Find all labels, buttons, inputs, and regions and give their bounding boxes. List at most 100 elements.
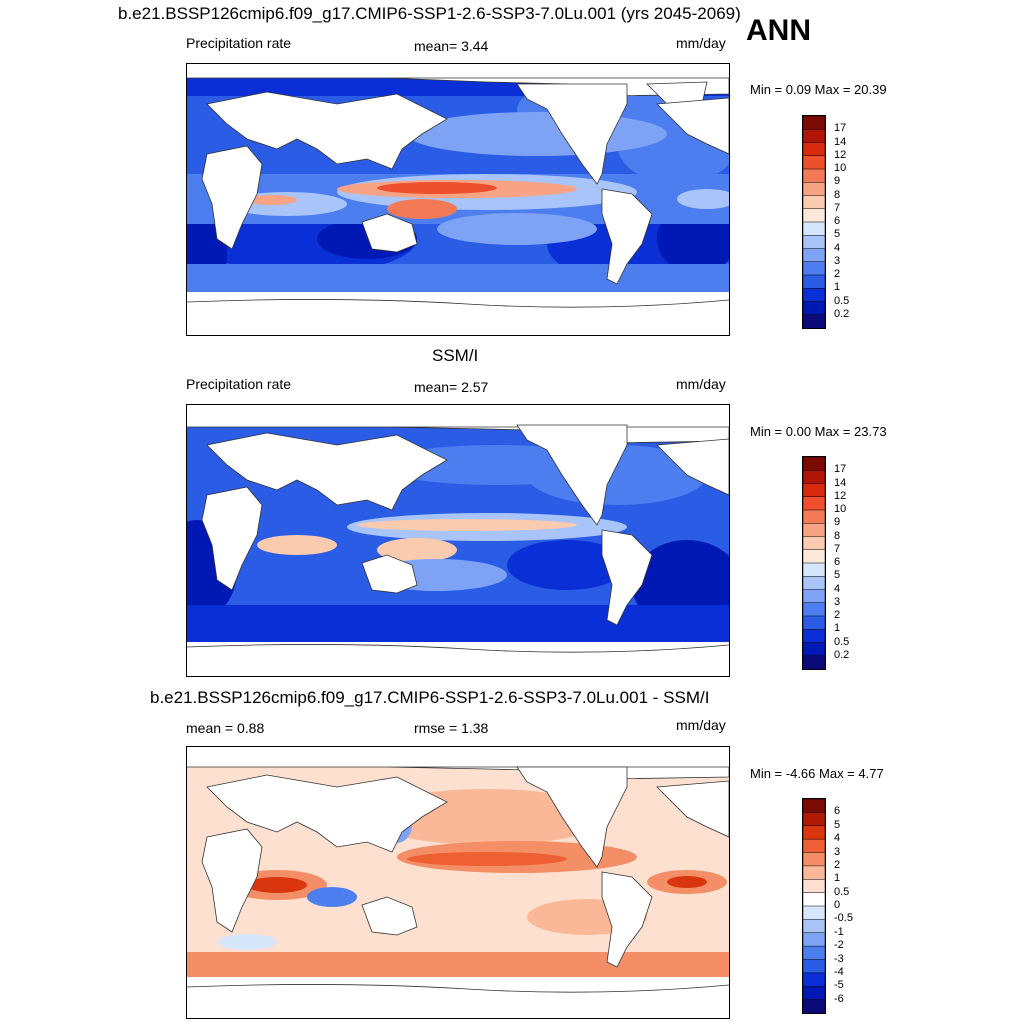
colorbar-tick-label: 7 (834, 542, 841, 555)
panel2-mean-label: mean= 2.57 (414, 379, 489, 395)
colorbar-swatch (803, 576, 825, 591)
colorbar-tick-label: 1 (834, 622, 841, 635)
colorbar-swatch (803, 999, 825, 1013)
colorbar-swatch (803, 261, 825, 276)
colorbar-swatch (803, 142, 825, 157)
colorbar-swatch (803, 655, 825, 669)
colorbar-swatch (803, 301, 825, 316)
panel3-units-label: mm/day (676, 717, 726, 733)
panel3-map (186, 746, 730, 1019)
colorbar-swatch (803, 483, 825, 498)
colorbar-tick-label: 14 (834, 476, 847, 489)
colorbar-tick-label: 3 (834, 595, 841, 608)
colorbar-swatch (803, 589, 825, 604)
colorbar-tick-label: 0.2 (834, 307, 850, 320)
colorbar-tick-label: -3 (834, 952, 844, 965)
colorbar-tick-label: -5 (834, 979, 844, 992)
colorbar-swatch (803, 182, 825, 197)
colorbar-swatch (803, 825, 825, 840)
colorbar-swatch (803, 562, 825, 577)
panel3-mean-label: mean = 0.88 (186, 720, 265, 736)
panel3-title: b.e21.BSSP126cmip6.f09_g17.CMIP6-SSP1-2.… (150, 688, 710, 707)
colorbar-swatch (803, 470, 825, 485)
colorbar-tick-label: 0.5 (834, 885, 850, 898)
colorbar-swatch (803, 852, 825, 867)
panel2-map (186, 404, 730, 677)
colorbar-swatch (803, 799, 825, 814)
colorbar-swatch (803, 116, 825, 130)
panel1-units-label: mm/day (676, 35, 726, 51)
colorbar-tick-label: 9 (834, 516, 841, 529)
colorbar-swatch (803, 892, 825, 907)
colorbar-tick-label: 2 (834, 858, 841, 871)
colorbar-tick-label: 0.5 (834, 635, 850, 648)
colorbar-swatch (803, 549, 825, 564)
panel1-map (186, 63, 730, 336)
colorbar-swatch (803, 457, 825, 471)
colorbar-swatch (803, 642, 825, 657)
colorbar-tick-label: 0.5 (834, 294, 850, 307)
colorbar-tick-label: 2 (834, 268, 841, 280)
colorbar-tick-label: 10 (834, 503, 847, 515)
colorbar-swatch (803, 208, 825, 223)
colorbar-swatch (803, 838, 825, 854)
colorbar-swatch (803, 629, 825, 644)
colorbar-tick-label: 1 (834, 872, 841, 885)
colorbar-tick-label: 6 (834, 805, 841, 818)
panel1-title: b.e21.BSSP126cmip6.f09_g17.CMIP6-SSP1-2.… (118, 4, 741, 23)
colorbar-swatch (803, 221, 825, 236)
colorbar-swatch (803, 509, 825, 524)
colorbar-tick-label: 9 (834, 175, 841, 188)
colorbar-tick-label: -6 (834, 992, 844, 1005)
colorbar-swatch (803, 314, 825, 328)
colorbar-swatch (803, 536, 825, 551)
colorbar-tick-label: 3 (834, 845, 841, 858)
colorbar-swatch (803, 248, 825, 263)
colorbar-swatch (803, 812, 825, 827)
panel2-minmax: Min = 0.00 Max = 23.73 (750, 424, 887, 439)
panel3-minmax: Min = -4.66 Max = 4.77 (750, 766, 884, 781)
colorbar-swatch (803, 986, 825, 1001)
colorbar-swatch (803, 932, 825, 947)
colorbar-tick-label: 0 (834, 899, 841, 911)
colorbar-swatch (803, 945, 825, 961)
colorbar-swatch (803, 972, 825, 988)
colorbar-swatch (803, 129, 825, 144)
colorbar-tick-label: 12 (834, 148, 847, 161)
colorbar-tick-label: 12 (834, 489, 847, 502)
colorbar-swatch (803, 195, 825, 210)
panel2-title: SSM/I (432, 346, 479, 365)
colorbar-tick-label: 8 (834, 188, 841, 201)
colorbar-tick-label: -2 (834, 939, 844, 952)
colorbar-tick-label: 17 (834, 463, 847, 476)
colorbar-swatch (803, 905, 825, 921)
panel2-variable-label: Precipitation rate (186, 376, 292, 392)
panel2-colorbar (802, 456, 826, 670)
colorbar-tick-label: 17 (834, 122, 847, 135)
colorbar-swatch (803, 602, 825, 617)
colorbar-swatch (803, 288, 825, 303)
panel2-units-label: mm/day (676, 376, 726, 392)
colorbar-tick-label: -4 (834, 965, 844, 978)
colorbar-tick-label: -1 (834, 925, 844, 938)
colorbar-tick-label: 5 (834, 228, 841, 241)
colorbar-swatch (803, 274, 825, 289)
colorbar-swatch (803, 615, 825, 630)
colorbar-tick-label: 6 (834, 215, 841, 227)
colorbar-tick-label: 4 (834, 241, 841, 254)
colorbar-swatch (803, 879, 825, 894)
colorbar-swatch (803, 496, 825, 511)
colorbar-tick-label: 4 (834, 832, 841, 845)
colorbar-tick-label: 0.2 (834, 648, 850, 661)
colorbar-tick-label: 4 (834, 582, 841, 595)
colorbar-tick-label: 2 (834, 609, 841, 621)
colorbar-tick-label: 1 (834, 281, 841, 294)
colorbar-tick-label: 5 (834, 818, 841, 831)
colorbar-tick-label: 14 (834, 135, 847, 148)
colorbar-tick-label: 7 (834, 201, 841, 214)
colorbar-tick-label: 3 (834, 254, 841, 267)
panel1-minmax: Min = 0.09 Max = 20.39 (750, 82, 887, 97)
colorbar-tick-label: 5 (834, 569, 841, 582)
panel1-mean-label: mean= 3.44 (414, 38, 489, 54)
colorbar-swatch (803, 523, 825, 538)
